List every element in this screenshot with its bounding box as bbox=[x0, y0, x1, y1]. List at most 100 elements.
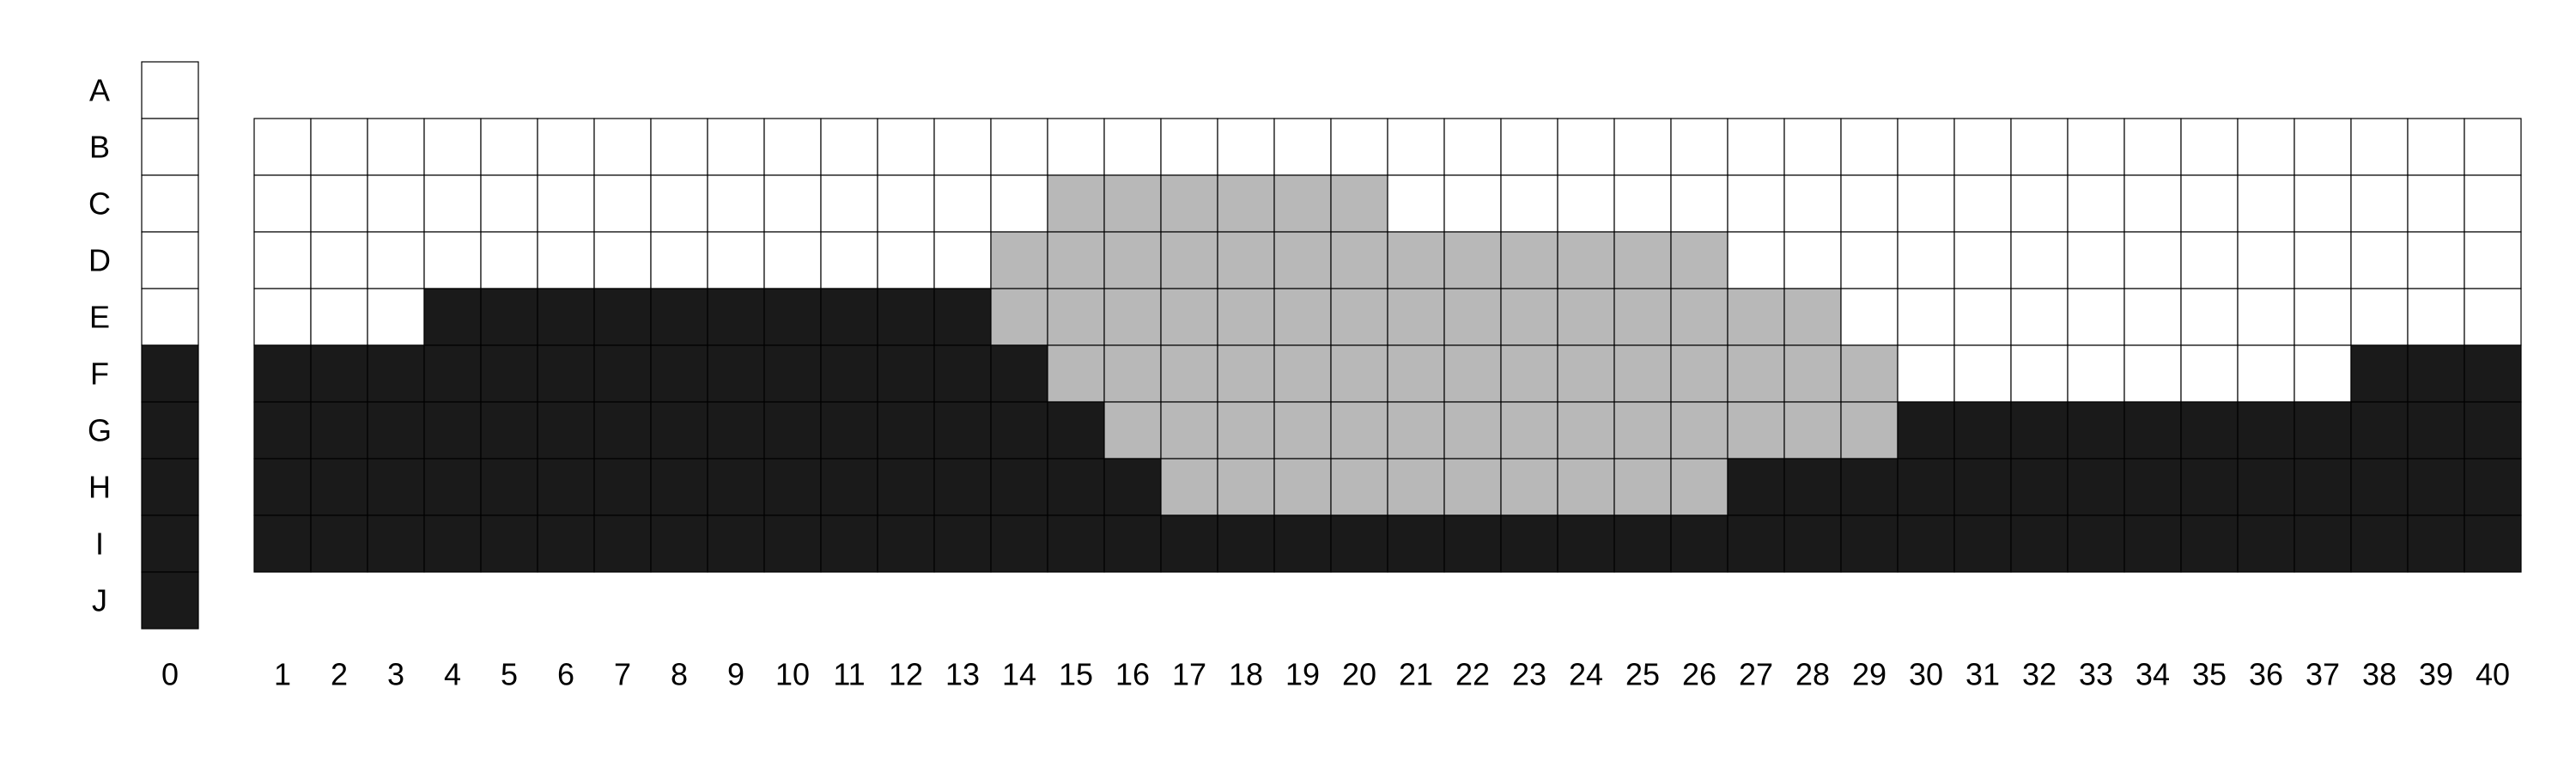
cell-d-37 bbox=[2293, 231, 2352, 289]
cell-c-15 bbox=[1047, 174, 1105, 233]
cell-d-4 bbox=[423, 231, 482, 289]
cell-j-0 bbox=[141, 571, 199, 630]
cell-h-18 bbox=[1217, 458, 1275, 516]
column-label-22: 22 bbox=[1455, 657, 1490, 692]
cell-d-33 bbox=[2067, 231, 2125, 289]
row-label-i: I bbox=[95, 526, 104, 562]
cell-g-18 bbox=[1217, 401, 1275, 460]
cell-e-36 bbox=[2237, 288, 2295, 346]
cell-c-27 bbox=[1727, 174, 1785, 233]
cell-g-6 bbox=[537, 401, 595, 460]
cell-c-29 bbox=[1840, 174, 1899, 233]
cell-d-15 bbox=[1047, 231, 1105, 289]
main-grid-cells bbox=[253, 118, 2522, 573]
cell-c-8 bbox=[650, 174, 708, 233]
cell-e-4 bbox=[423, 288, 482, 346]
row-label-h: H bbox=[88, 470, 111, 505]
cell-b-39 bbox=[2407, 118, 2465, 176]
cell-h-17 bbox=[1160, 458, 1218, 516]
column-label-14: 14 bbox=[1002, 657, 1036, 692]
cell-e-27 bbox=[1727, 288, 1785, 346]
cell-h-40 bbox=[2464, 458, 2522, 516]
cell-b-21 bbox=[1387, 118, 1445, 176]
cell-h-13 bbox=[933, 458, 992, 516]
cell-f-15 bbox=[1047, 344, 1105, 403]
cell-c-31 bbox=[1953, 174, 2012, 233]
cell-b-1 bbox=[253, 118, 312, 176]
cell-d-14 bbox=[990, 231, 1048, 289]
cell-h-37 bbox=[2293, 458, 2352, 516]
cell-c-34 bbox=[2123, 174, 2182, 233]
cell-d-2 bbox=[310, 231, 368, 289]
cell-d-39 bbox=[2407, 231, 2465, 289]
cell-b-28 bbox=[1783, 118, 1842, 176]
column-label-1: 1 bbox=[274, 657, 291, 692]
cell-h-30 bbox=[1897, 458, 1955, 516]
cell-f-38 bbox=[2350, 344, 2409, 403]
cell-h-16 bbox=[1103, 458, 1162, 516]
column-label-37: 37 bbox=[2306, 657, 2340, 692]
cell-i-18 bbox=[1217, 514, 1275, 573]
cell-d-31 bbox=[1953, 231, 2012, 289]
column-label-19: 19 bbox=[1285, 657, 1320, 692]
cell-d-13 bbox=[933, 231, 992, 289]
cell-e-21 bbox=[1387, 288, 1445, 346]
cell-g-17 bbox=[1160, 401, 1218, 460]
cell-c-33 bbox=[2067, 174, 2125, 233]
cell-h-39 bbox=[2407, 458, 2465, 516]
cell-b-38 bbox=[2350, 118, 2409, 176]
cell-c-19 bbox=[1273, 174, 1332, 233]
cell-g-30 bbox=[1897, 401, 1955, 460]
cell-f-17 bbox=[1160, 344, 1218, 403]
cell-g-27 bbox=[1727, 401, 1785, 460]
cell-g-40 bbox=[2464, 401, 2522, 460]
cell-b-25 bbox=[1613, 118, 1672, 176]
cell-d-20 bbox=[1330, 231, 1388, 289]
cell-e-30 bbox=[1897, 288, 1955, 346]
cell-f-25 bbox=[1613, 344, 1672, 403]
column-label-24: 24 bbox=[1569, 657, 1603, 692]
row-label-g: G bbox=[88, 413, 112, 448]
cell-e-10 bbox=[763, 288, 822, 346]
cell-b-4 bbox=[423, 118, 482, 176]
cell-b-12 bbox=[877, 118, 935, 176]
cell-c-39 bbox=[2407, 174, 2465, 233]
cell-i-39 bbox=[2407, 514, 2465, 573]
column-label-35: 35 bbox=[2192, 657, 2227, 692]
cell-i-12 bbox=[877, 514, 935, 573]
cell-f-4 bbox=[423, 344, 482, 403]
cell-d-30 bbox=[1897, 231, 1955, 289]
cell-h-15 bbox=[1047, 458, 1105, 516]
cell-i-15 bbox=[1047, 514, 1105, 573]
cell-i-34 bbox=[2123, 514, 2182, 573]
column-label-17: 17 bbox=[1172, 657, 1206, 692]
cell-d-35 bbox=[2180, 231, 2239, 289]
cell-h-11 bbox=[820, 458, 878, 516]
cell-h-24 bbox=[1557, 458, 1615, 516]
column-label-3: 3 bbox=[387, 657, 404, 692]
column-label-18: 18 bbox=[1229, 657, 1263, 692]
cell-e-31 bbox=[1953, 288, 2012, 346]
cell-h-6 bbox=[537, 458, 595, 516]
column-label-27: 27 bbox=[1739, 657, 1773, 692]
cell-i-10 bbox=[763, 514, 822, 573]
cell-i-7 bbox=[593, 514, 652, 573]
cell-c-38 bbox=[2350, 174, 2409, 233]
cell-e-18 bbox=[1217, 288, 1275, 346]
cell-h-33 bbox=[2067, 458, 2125, 516]
cell-b-0 bbox=[141, 118, 199, 176]
row-label-b: B bbox=[89, 130, 110, 165]
row-label-f: F bbox=[90, 356, 109, 392]
cell-b-20 bbox=[1330, 118, 1388, 176]
cell-f-29 bbox=[1840, 344, 1899, 403]
cell-i-36 bbox=[2237, 514, 2295, 573]
cell-b-24 bbox=[1557, 118, 1615, 176]
cell-d-9 bbox=[707, 231, 765, 289]
cell-i-2 bbox=[310, 514, 368, 573]
cell-d-6 bbox=[537, 231, 595, 289]
cell-c-40 bbox=[2464, 174, 2522, 233]
cell-g-39 bbox=[2407, 401, 2465, 460]
column-label-34: 34 bbox=[2136, 657, 2170, 692]
cell-g-4 bbox=[423, 401, 482, 460]
row-label-c: C bbox=[88, 186, 111, 222]
